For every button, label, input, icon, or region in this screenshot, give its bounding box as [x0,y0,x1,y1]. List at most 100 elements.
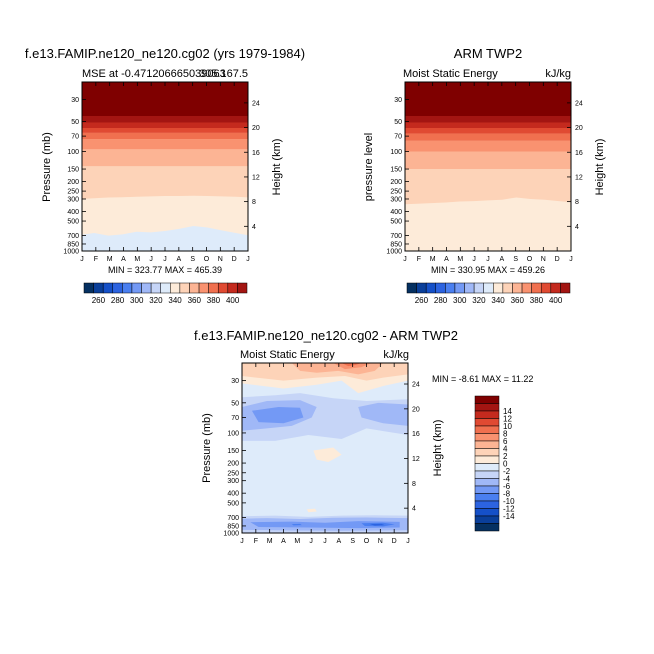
y-tick-label: 1000 [386,249,402,256]
x-tick-label: F [94,256,98,263]
colorbar-label: -12 [503,505,515,514]
diff-band-pos-10 [341,363,362,367]
colorbar-box [237,282,248,294]
x-tick-label: O [204,256,210,263]
colorbar-box [474,485,500,494]
x-tick-label: J [486,256,490,263]
colorbar-label: 8 [503,430,508,439]
y-tick-label: 700 [390,233,402,240]
x-tick-label: D [232,256,237,263]
panel-obs-y2-label: Height (km) [594,139,606,196]
mse-band-370-380 [405,127,571,134]
diff-band-neg-6 [251,406,304,424]
panel-obs-colorbar: 260 280 300 320 340 360 380 400 [406,282,571,305]
colorbar-box [474,418,500,427]
colorbar-label: 340 [168,296,182,305]
panel-diff-left-label: Moist Static Energy [240,349,335,361]
mse-band-340-350 [82,149,248,167]
y2-tick-label: 20 [252,125,260,132]
y2-tick-label: 8 [575,199,579,206]
x-tick-label: M [134,256,140,263]
y2-tick-label: 4 [412,506,416,513]
y-tick-label: 850 [390,241,402,248]
y-tick-label: 50 [71,119,79,126]
x-tick-label: A [444,256,449,263]
panel-obs-plot-area [405,82,571,251]
colorbar-box [474,500,500,509]
x-tick-label: A [176,256,181,263]
colorbar-box [474,515,500,524]
colorbar-box [540,282,552,294]
y2-tick-label: 4 [575,224,579,231]
mse-band-360-370 [405,133,571,141]
colorbar-box [502,282,513,294]
x-tick-label: J [403,256,407,263]
y2-tick-label: 4 [252,224,256,231]
y-tick-label: 30 [231,378,239,385]
y-tick-label: 100 [67,149,79,156]
panel-diff-title: f.e13.FAMIP.ne120_ne120.cg02 - ARM TWP2 [194,328,458,343]
x-tick-label: F [417,256,421,263]
colorbar-box [474,433,500,442]
y-tick-label: 850 [67,241,79,248]
diff-field-0-2 [242,363,408,533]
y-tick-label: 400 [67,209,79,216]
colorbar-box [416,282,427,294]
colorbar-box [531,282,542,294]
x-tick-label: O [527,256,533,263]
colorbar-label: 340 [491,296,505,305]
colorbar-label: -8 [503,490,511,499]
mse-band-above-400 [405,82,571,117]
colorbar-box [217,282,229,294]
colorbar-box [112,282,123,294]
colorbar-label: 320 [472,296,486,305]
colorbar-box [93,282,104,294]
diff-band-neg-4b [358,402,408,426]
panel-diff-y-label: Pressure (mb) [201,413,213,483]
y-tick-label: 1000 [223,531,239,538]
y-tick-label: 50 [394,119,402,126]
mse-band-above-400 [82,82,248,117]
panel-diff-stats: MIN = -8.61 MAX = 11.22 [432,374,533,384]
y-tick-label: 300 [390,196,402,203]
x-tick-label: S [350,538,355,545]
x-tick-label: N [541,256,546,263]
x-tick-label: N [218,256,223,263]
y-tick-label: 150 [390,167,402,174]
colorbar-box [83,282,94,294]
y-tick-label: 150 [67,167,79,174]
colorbar-box [189,282,200,294]
colorbar-label: -6 [503,482,511,491]
x-tick-label: J [163,256,167,263]
colorbar-box [454,282,465,294]
x-tick-label: A [281,538,286,545]
y2-tick-label: 24 [252,100,260,107]
colorbar-box [483,282,494,294]
y2-tick-label: 24 [412,382,420,389]
mse-band-350-360 [82,139,248,150]
colorbar-box [179,282,190,294]
y2-tick-label: 20 [575,125,583,132]
mse-band-370-380 [82,127,248,133]
colorbar-box [474,425,500,434]
diff-band-low-neg-10 [369,523,385,526]
x-tick-label: J [80,256,84,263]
x-tick-label: D [555,256,560,263]
x-tick-label: A [499,256,504,263]
panel-model-y2-label: Height (km) [271,139,283,196]
colorbar-box [550,282,561,294]
mse-band-310-320 [82,225,248,251]
y2-tick-label: 16 [412,431,420,438]
mse-band-390-400 [82,116,248,123]
panel-model: f.e13.FAMIP.ne120_ne120.cg02 (yrs 1979-1… [25,46,305,305]
mse-band-380-390 [405,122,571,128]
panel-model-plot-area [82,82,248,251]
colorbar-label: 4 [503,445,508,454]
colorbar-label: 380 [530,296,544,305]
x-tick-label: J [472,256,476,263]
y-tick-label: 250 [67,189,79,196]
y-tick-label: 400 [390,209,402,216]
